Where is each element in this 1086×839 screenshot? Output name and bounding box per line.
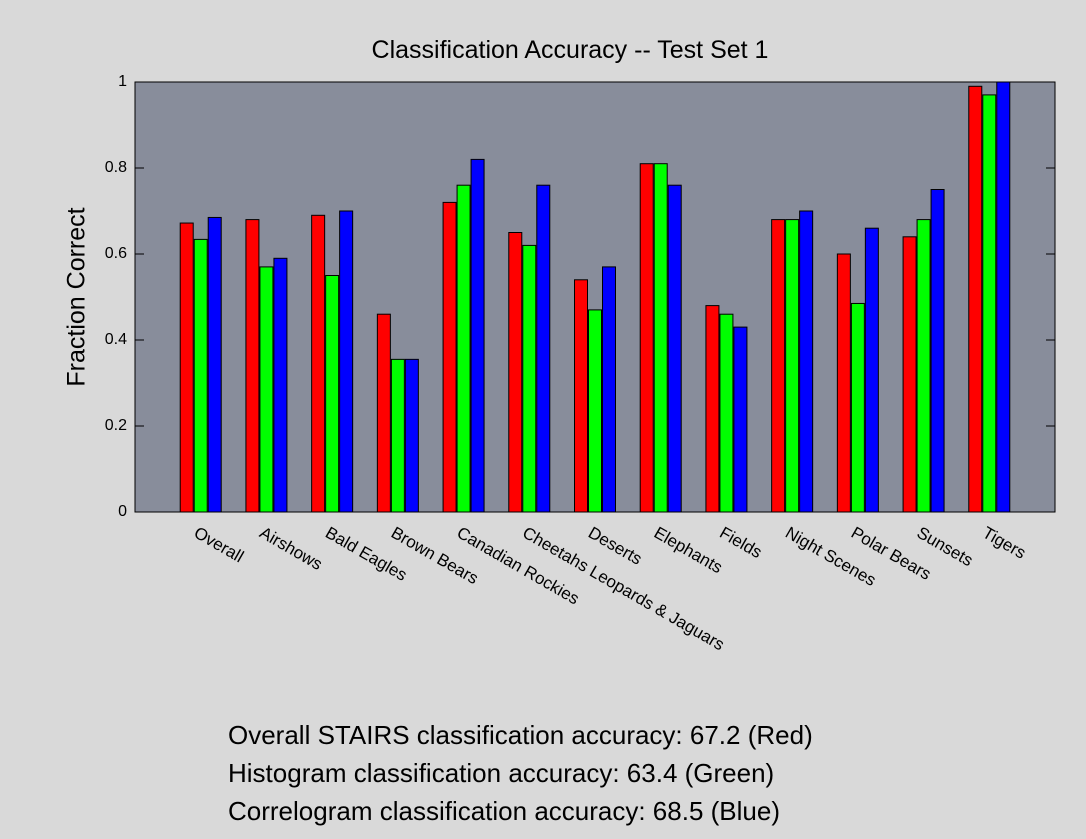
bar	[864, 227, 879, 513]
bar	[508, 232, 523, 513]
bar	[193, 238, 208, 513]
bar	[719, 313, 734, 513]
bar	[574, 279, 588, 513]
bar	[311, 214, 326, 513]
footnote: Correlogram classification accuracy: 68.…	[228, 796, 780, 826]
bar	[799, 210, 814, 513]
x-tick-label: Overall	[191, 523, 247, 566]
bar	[667, 184, 682, 513]
y-tick-label: 0.2	[105, 417, 127, 434]
chart-title: Classification Accuracy -- Test Set 1	[372, 36, 769, 64]
x-tick-label: Tigers	[979, 523, 1029, 563]
bar	[470, 158, 485, 513]
bar	[639, 163, 654, 513]
bar	[996, 81, 1011, 513]
bar	[982, 94, 997, 513]
bar	[836, 253, 851, 513]
y-tick-label: 0	[118, 503, 127, 520]
y-tick-label: 0.6	[105, 245, 127, 262]
bar	[536, 184, 551, 513]
bar	[522, 244, 537, 513]
bar	[179, 222, 194, 513]
bar	[785, 219, 800, 513]
bar	[376, 313, 391, 513]
bar	[207, 216, 222, 513]
y-axis-label: Fraction Correct	[63, 207, 91, 386]
bar	[245, 219, 260, 513]
x-tick-label: Elephants	[651, 523, 726, 577]
bar	[602, 266, 616, 513]
bar	[588, 309, 602, 513]
bar	[916, 219, 931, 513]
y-tick-label: 0.4	[105, 331, 127, 348]
footnote: Overall STAIRS classification accuracy: …	[228, 720, 813, 750]
bar	[705, 305, 720, 513]
bar	[733, 326, 748, 513]
bar	[968, 85, 983, 513]
bar	[442, 201, 457, 513]
y-tick-label: 0.8	[105, 159, 127, 176]
bar	[273, 257, 288, 513]
footnote: Histogram classification accuracy: 63.4 …	[228, 758, 774, 788]
bar	[850, 302, 865, 513]
bar	[902, 236, 917, 513]
bar	[456, 184, 471, 513]
y-tick-label: 1	[118, 73, 127, 90]
bar	[404, 358, 419, 513]
bar	[325, 275, 340, 513]
x-tick-label: Airshows	[256, 523, 325, 574]
bar	[390, 358, 405, 513]
bar	[771, 219, 786, 513]
bar	[930, 189, 945, 513]
bar	[259, 266, 274, 513]
bar	[339, 210, 354, 513]
bar	[653, 163, 668, 513]
x-tick-label: Fields	[716, 523, 765, 562]
